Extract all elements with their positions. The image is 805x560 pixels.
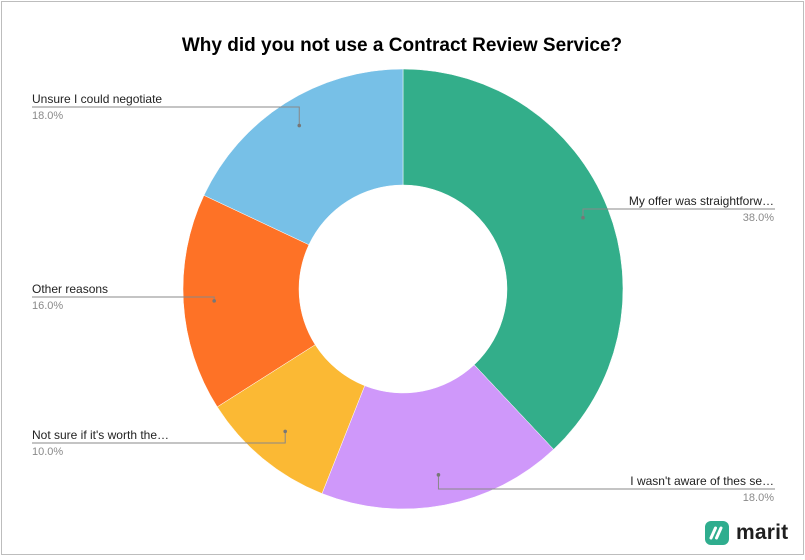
slice-1 <box>321 364 554 510</box>
slice-4 <box>203 68 404 246</box>
chart-title: Why did you not use a Contract Review Se… <box>182 35 622 56</box>
callout-line-1 <box>437 474 775 490</box>
callout-line-2 <box>32 431 286 444</box>
slice-label-3: Other reasons <box>32 282 108 296</box>
slice-value-3: 16.0% <box>32 300 63 312</box>
slice-label-4: Unsure I could negotiate <box>32 92 162 106</box>
brand-logo: marit <box>705 519 788 547</box>
slice-label-0: My offer was straightforw… <box>629 194 774 208</box>
slice-label-2: Not sure if it's worth the… <box>32 428 169 442</box>
slice-label-1: I wasn't aware of thes se… <box>630 474 774 488</box>
callout-dot-1 <box>436 473 441 477</box>
callouts-group: My offer was straightforw… 38.0% I wasn't … <box>32 92 775 504</box>
callout-dot-2 <box>283 429 288 434</box>
callout-dot-3 <box>212 299 216 303</box>
marit-logo-icon <box>705 521 729 545</box>
slice-value-4: 18.0% <box>32 110 63 122</box>
callout-line-0 <box>582 208 775 218</box>
callout-line-4 <box>32 106 300 126</box>
callout-dot-4 <box>297 123 302 128</box>
slice-value-2: 10.0% <box>32 446 63 458</box>
slice-3 <box>182 194 316 408</box>
slices-group <box>182 68 624 510</box>
callout-dot-0 <box>581 215 585 220</box>
slice-0 <box>402 68 624 450</box>
slice-value-1: 18.0% <box>743 492 774 504</box>
brand-name: marit <box>736 521 789 544</box>
slice-value-0: 38.0% <box>743 212 774 224</box>
